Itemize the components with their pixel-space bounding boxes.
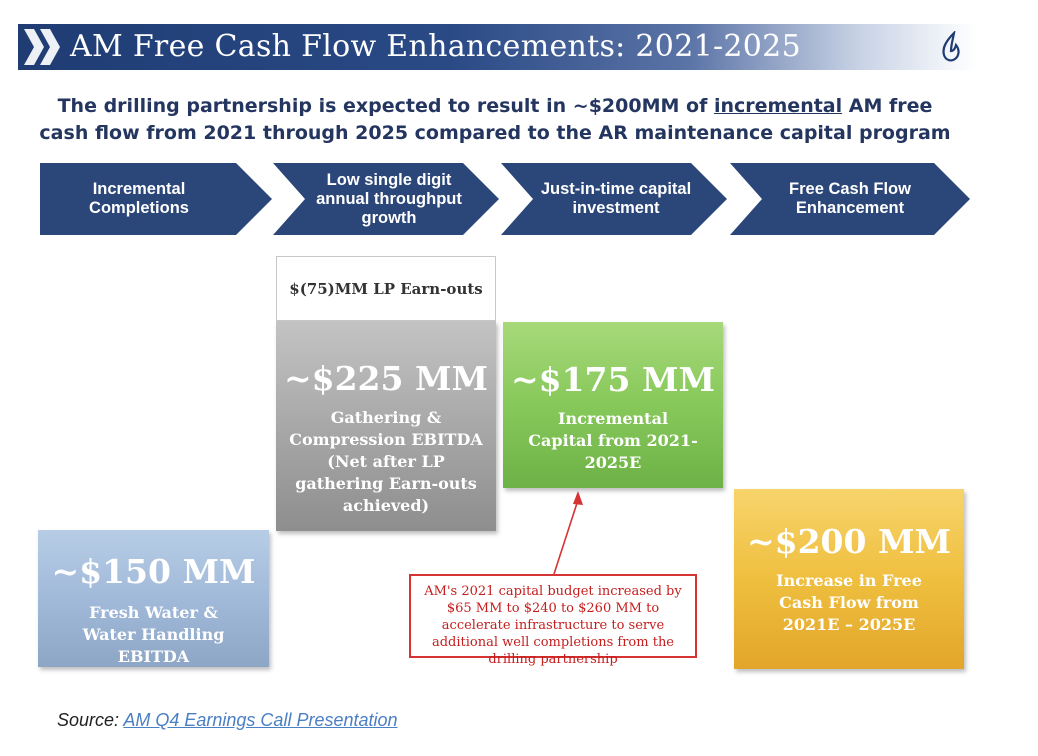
water-ebitda-value: ~$150 MM — [51, 552, 256, 591]
subtitle: The drilling partnership is expected to … — [30, 93, 960, 147]
source-link[interactable]: AM Q4 Earnings Call Presentation — [123, 710, 398, 730]
water-ebitda-desc: Fresh Water & Water Handling EBITDA — [82, 603, 225, 666]
water-ebitda-box: ~$150 MM Fresh Water & Water Handling EB… — [38, 530, 269, 667]
title-banner: AM Free Cash Flow Enhancements: 2021-202… — [18, 24, 976, 70]
lp-earnouts-box: $(75)MM LP Earn-outs — [276, 256, 496, 321]
process-steps: Incremental Completions Low single digit… — [40, 163, 980, 235]
free-cash-flow-desc: Increase in Free Cash Flow from 2021E – … — [776, 571, 922, 634]
page-title: AM Free Cash Flow Enhancements: 2021-202… — [70, 29, 801, 64]
capital-budget-callout: AM's 2021 capital budget increased by $6… — [409, 574, 697, 667]
gathering-ebitda-desc: Gathering & Compression EBITDA (Net afte… — [289, 408, 483, 515]
free-cash-flow-value: ~$200 MM — [746, 522, 952, 561]
incremental-capital-desc: Incremental Capital from 2021-2025E — [528, 409, 698, 472]
step-label-1: Incremental Completions — [89, 180, 189, 217]
emphasis-incremental: incremental — [713, 95, 843, 117]
step-arrow-shape-3 — [501, 163, 727, 235]
flame-logo-icon — [942, 31, 960, 62]
gathering-ebitda-value: ~$225 MM — [283, 359, 489, 398]
step-arrow-shape-1 — [40, 163, 272, 235]
step-label-4: Free Cash Flow Enhancement — [789, 180, 911, 217]
callout-pointer-arrow — [553, 491, 583, 575]
source-note: Source: AM Q4 Earnings Call Presentation — [57, 710, 398, 730]
free-cash-flow-box: ~$200 MM Increase in Free Cash Flow from… — [734, 489, 964, 669]
step-label-2: Low single digit annual throughput growt… — [316, 170, 462, 227]
subtitle-line-2: cash flow from 2021 through 2025 compare… — [39, 122, 951, 144]
step-label-3: Just-in-time capital investment — [540, 180, 692, 217]
subtitle-line-1: The drilling partnership is expected to … — [57, 95, 933, 117]
step-arrow-shape-2 — [273, 163, 499, 235]
step-arrow-shape-4 — [730, 163, 970, 235]
incremental-capital-value: ~$175 MM — [510, 360, 716, 399]
gathering-ebitda-box: ~$225 MM Gathering & Compression EBITDA … — [276, 321, 496, 531]
double-chevron-right-icon — [24, 29, 60, 65]
incremental-capital-box: ~$175 MM Incremental Capital from 2021-2… — [503, 322, 723, 488]
